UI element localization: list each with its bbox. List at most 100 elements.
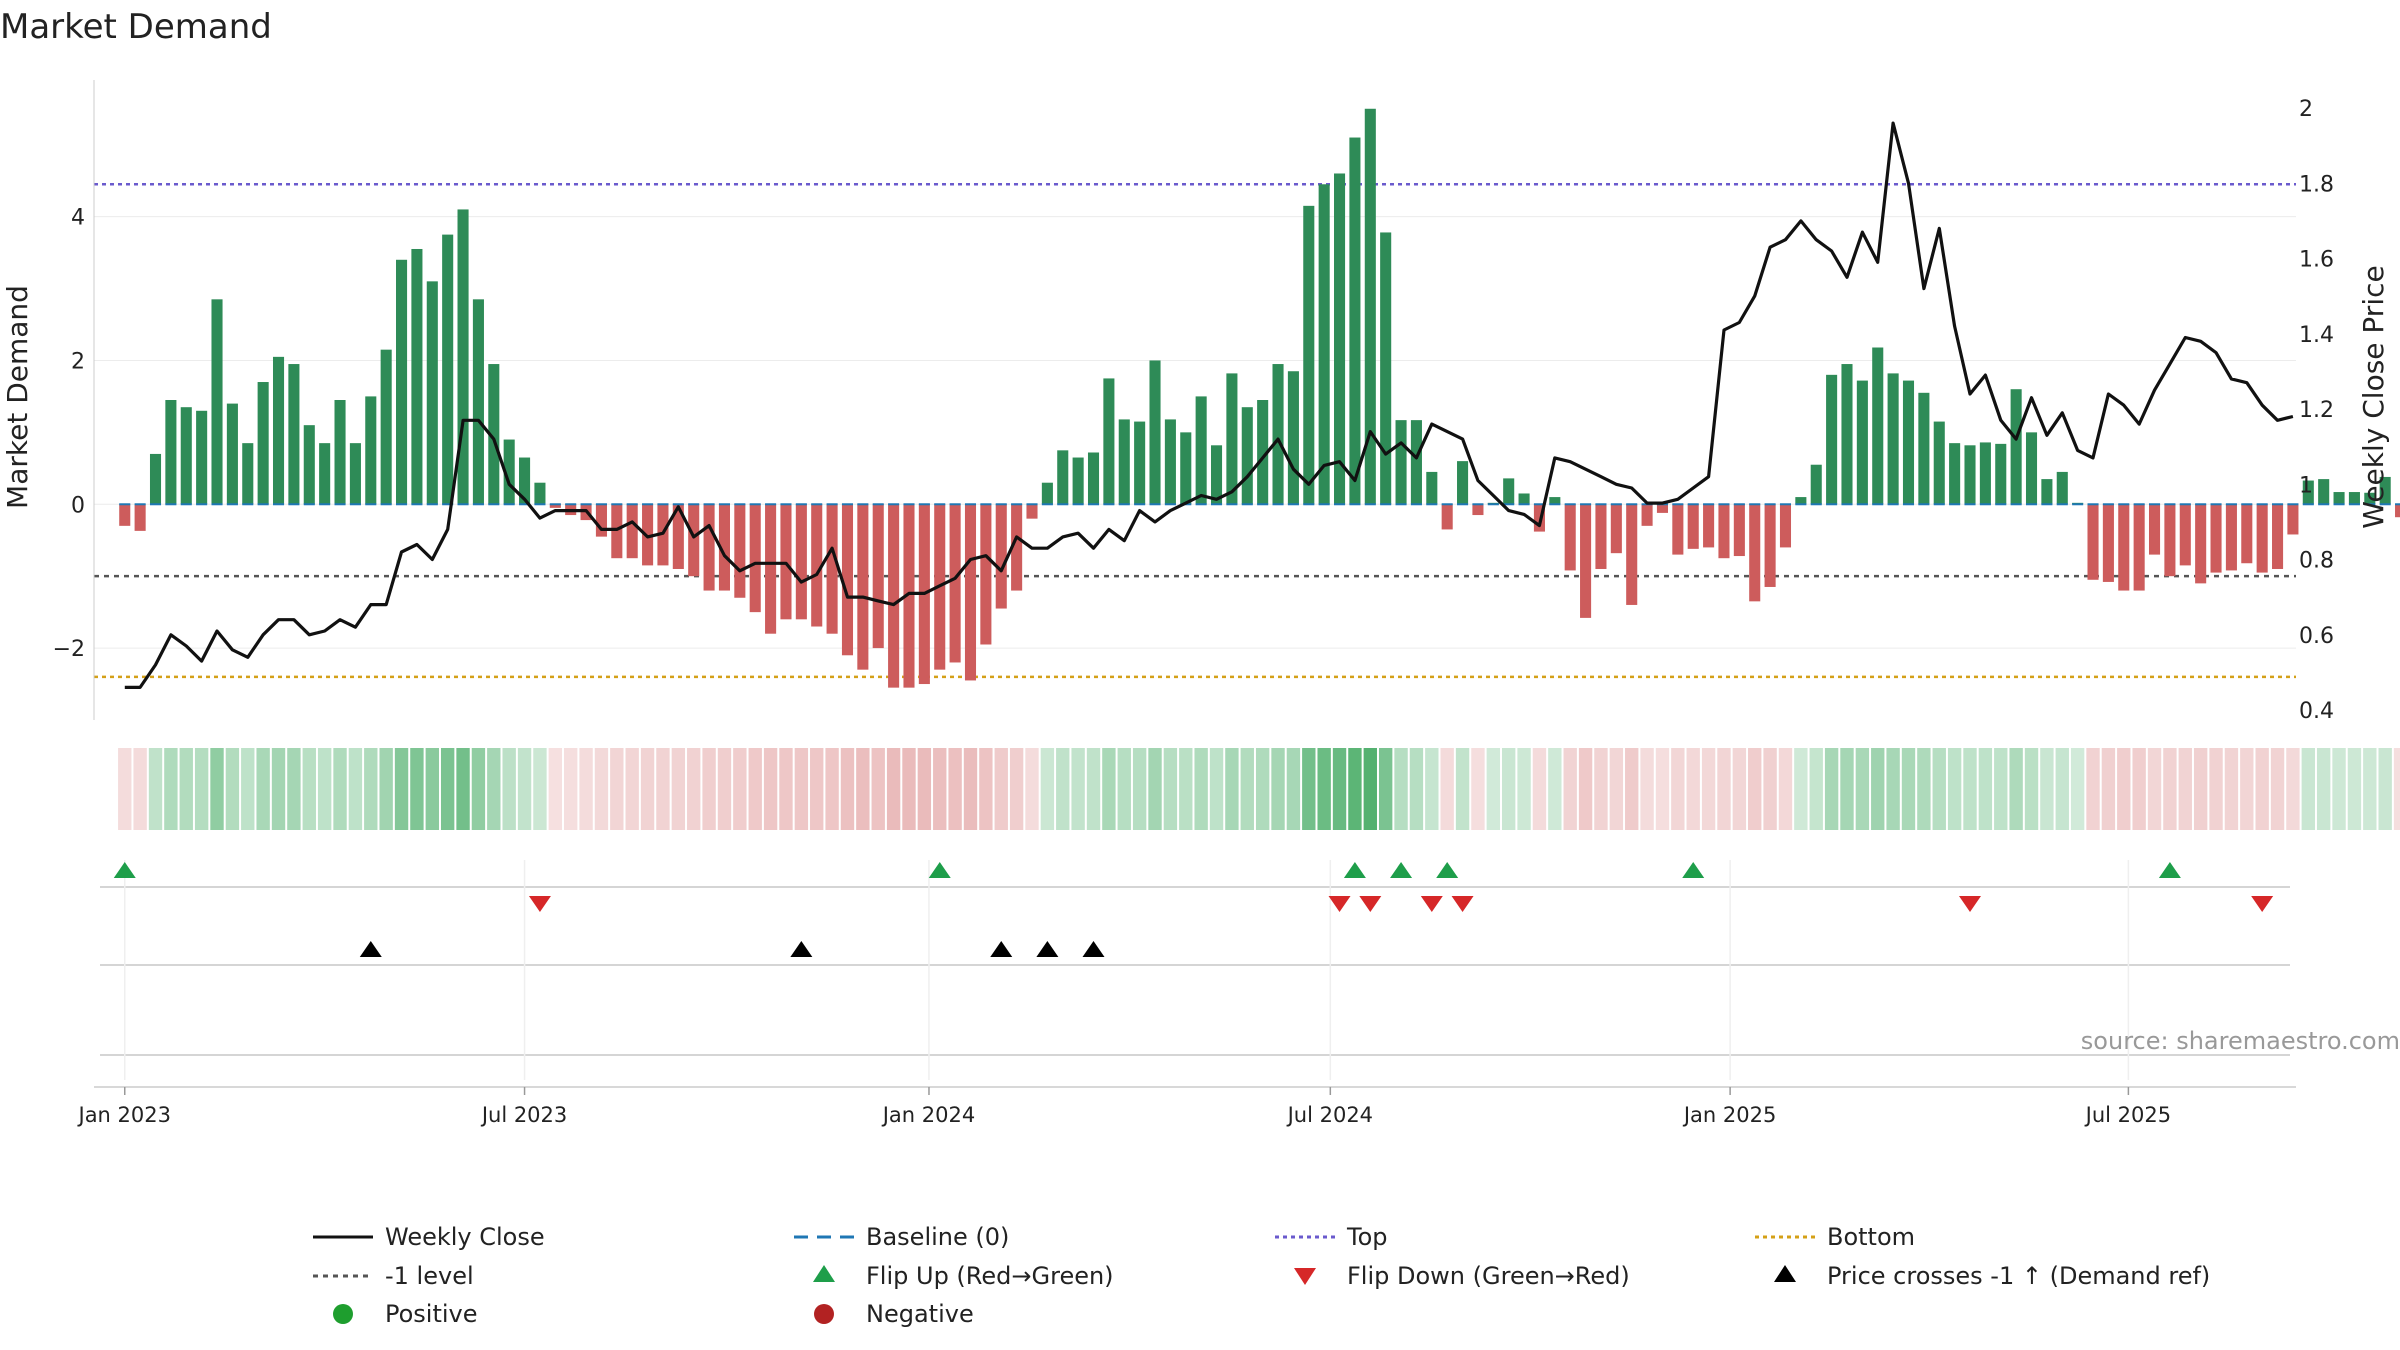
y2-tick-label: 2 bbox=[2299, 97, 2313, 122]
demand-bar-positive bbox=[1949, 443, 1961, 505]
strip-cell bbox=[825, 748, 839, 830]
strip-cell bbox=[1824, 748, 1839, 830]
strip-cell bbox=[1732, 748, 1747, 830]
demand-bar-positive bbox=[519, 457, 531, 505]
demand-bar-positive bbox=[472, 299, 484, 505]
strip-cell bbox=[287, 748, 301, 830]
price-cross-triangle-icon bbox=[1774, 1265, 1796, 1282]
demand-bar-negative bbox=[888, 504, 900, 688]
strip-cell bbox=[656, 748, 670, 830]
flip-up-marker bbox=[1390, 862, 1413, 878]
demand-bar-positive bbox=[1287, 371, 1299, 505]
demand-bar-positive bbox=[2025, 432, 2038, 505]
strip-cell bbox=[933, 748, 947, 830]
strip-cell bbox=[1778, 748, 1793, 830]
strip-cell bbox=[1886, 748, 1900, 830]
flip-down-marker bbox=[1420, 896, 1443, 912]
strip-cell bbox=[2332, 748, 2346, 830]
strip-cell bbox=[948, 748, 962, 830]
strip-cell bbox=[1471, 748, 1485, 830]
demand-bar-positive bbox=[1272, 364, 1284, 505]
strip-cell bbox=[856, 748, 870, 830]
legend-item-weekly-close: Weekly Close bbox=[313, 1223, 545, 1251]
right-y-axis: 2 1.8 1.6 1.4 1.2 1 0.8 0.6 0.4 bbox=[2299, 97, 2334, 724]
demand-bar-negative bbox=[626, 504, 638, 559]
legend-label-positive: Positive bbox=[385, 1300, 478, 1328]
legend-item-flip-down: Flip Down (Green→Red) bbox=[1294, 1262, 1630, 1290]
demand-bar-negative bbox=[134, 504, 146, 531]
flip-down-marker bbox=[2251, 896, 2274, 912]
strip-cell bbox=[1517, 748, 1531, 830]
y2-tick-label: 1 bbox=[2299, 473, 2313, 498]
legend-label-flip-up: Flip Up (Red→Green) bbox=[866, 1262, 1114, 1290]
demand-bar-negative bbox=[2087, 504, 2099, 580]
demand-bar-negative bbox=[2272, 504, 2284, 569]
flip-up-triangle-icon bbox=[813, 1265, 835, 1282]
demand-bar-positive bbox=[365, 396, 377, 505]
y2-tick-label: 1.6 bbox=[2299, 248, 2334, 273]
legend-item-negative: Negative bbox=[814, 1300, 974, 1328]
strip-cell bbox=[1255, 748, 1270, 830]
demand-bar-positive bbox=[534, 482, 546, 505]
strip-cell bbox=[1009, 748, 1024, 830]
demand-bar-positive bbox=[1518, 493, 1530, 505]
strip-cell bbox=[1655, 748, 1670, 830]
demand-bar-positive bbox=[288, 364, 300, 505]
strip-cell bbox=[625, 748, 639, 830]
y2-tick-label: 0.6 bbox=[2299, 624, 2334, 649]
demand-bar-negative bbox=[2148, 504, 2161, 555]
demand-bar-negative bbox=[2133, 504, 2145, 591]
demand-bar-positive bbox=[1149, 360, 1161, 505]
strip-cell bbox=[840, 748, 855, 830]
demand-bar-positive bbox=[488, 364, 500, 505]
demand-bar-positive bbox=[211, 299, 223, 505]
demand-bar-positive bbox=[2056, 471, 2068, 505]
strip-cell bbox=[1132, 748, 1147, 830]
strip-cell bbox=[1455, 748, 1470, 830]
y-tick-label: 2 bbox=[71, 349, 85, 374]
gridlines bbox=[94, 216, 2296, 649]
demand-bar-positive bbox=[2333, 492, 2345, 505]
strip-cell bbox=[379, 748, 393, 830]
flip-up-marker bbox=[928, 862, 951, 878]
strip-cell bbox=[2055, 748, 2069, 830]
demand-bar-negative bbox=[1533, 504, 1545, 532]
strip-cell bbox=[1502, 748, 1516, 830]
demand-bar-positive bbox=[1979, 442, 1991, 505]
source-credit: source: sharemaestro.com bbox=[2081, 1027, 2400, 1055]
demand-bar-positive bbox=[1918, 392, 1930, 505]
strip-cell bbox=[1394, 748, 1408, 830]
strip-cell bbox=[1809, 748, 1823, 830]
strip-cell bbox=[2024, 748, 2039, 830]
strip-cell bbox=[1917, 748, 1931, 830]
strip-cell bbox=[118, 748, 132, 830]
strip-cell bbox=[1686, 748, 1700, 830]
demand-bar-negative bbox=[2179, 504, 2191, 566]
strip-cell bbox=[2178, 748, 2192, 830]
flip-down-triangle-icon bbox=[1294, 1268, 1316, 1285]
strip-cell bbox=[1225, 748, 1239, 830]
demand-bar-negative bbox=[2210, 504, 2222, 573]
legend-item-price-cross: Price crosses -1 ↑ (Demand ref) bbox=[1774, 1262, 2210, 1290]
flip-up-marker bbox=[1682, 862, 1705, 878]
legend-label-bottom: Bottom bbox=[1827, 1223, 1915, 1251]
demand-bar-positive bbox=[1103, 378, 1115, 505]
legend-label-baseline: Baseline (0) bbox=[866, 1223, 1009, 1251]
price-cross-marker bbox=[1036, 941, 1059, 957]
demand-bar-negative bbox=[2256, 504, 2268, 573]
demand-bar-positive bbox=[319, 443, 331, 505]
demand-bar-positive bbox=[1118, 419, 1130, 505]
strip-cell bbox=[1855, 748, 1870, 830]
strip-cell bbox=[2117, 748, 2131, 830]
strip-cell bbox=[886, 748, 901, 830]
demand-bar-positive bbox=[1841, 364, 1853, 505]
demand-bar-positive bbox=[303, 425, 315, 505]
demand-bar-positive bbox=[1072, 457, 1084, 505]
strip-cell bbox=[1609, 748, 1624, 830]
strip-cell bbox=[1717, 748, 1731, 830]
demand-bar-negative bbox=[2195, 504, 2207, 584]
strip-cell bbox=[1640, 748, 1654, 830]
y-tick-label: −2 bbox=[53, 637, 85, 662]
strip-cell bbox=[579, 748, 593, 830]
strip-cell bbox=[487, 748, 501, 830]
